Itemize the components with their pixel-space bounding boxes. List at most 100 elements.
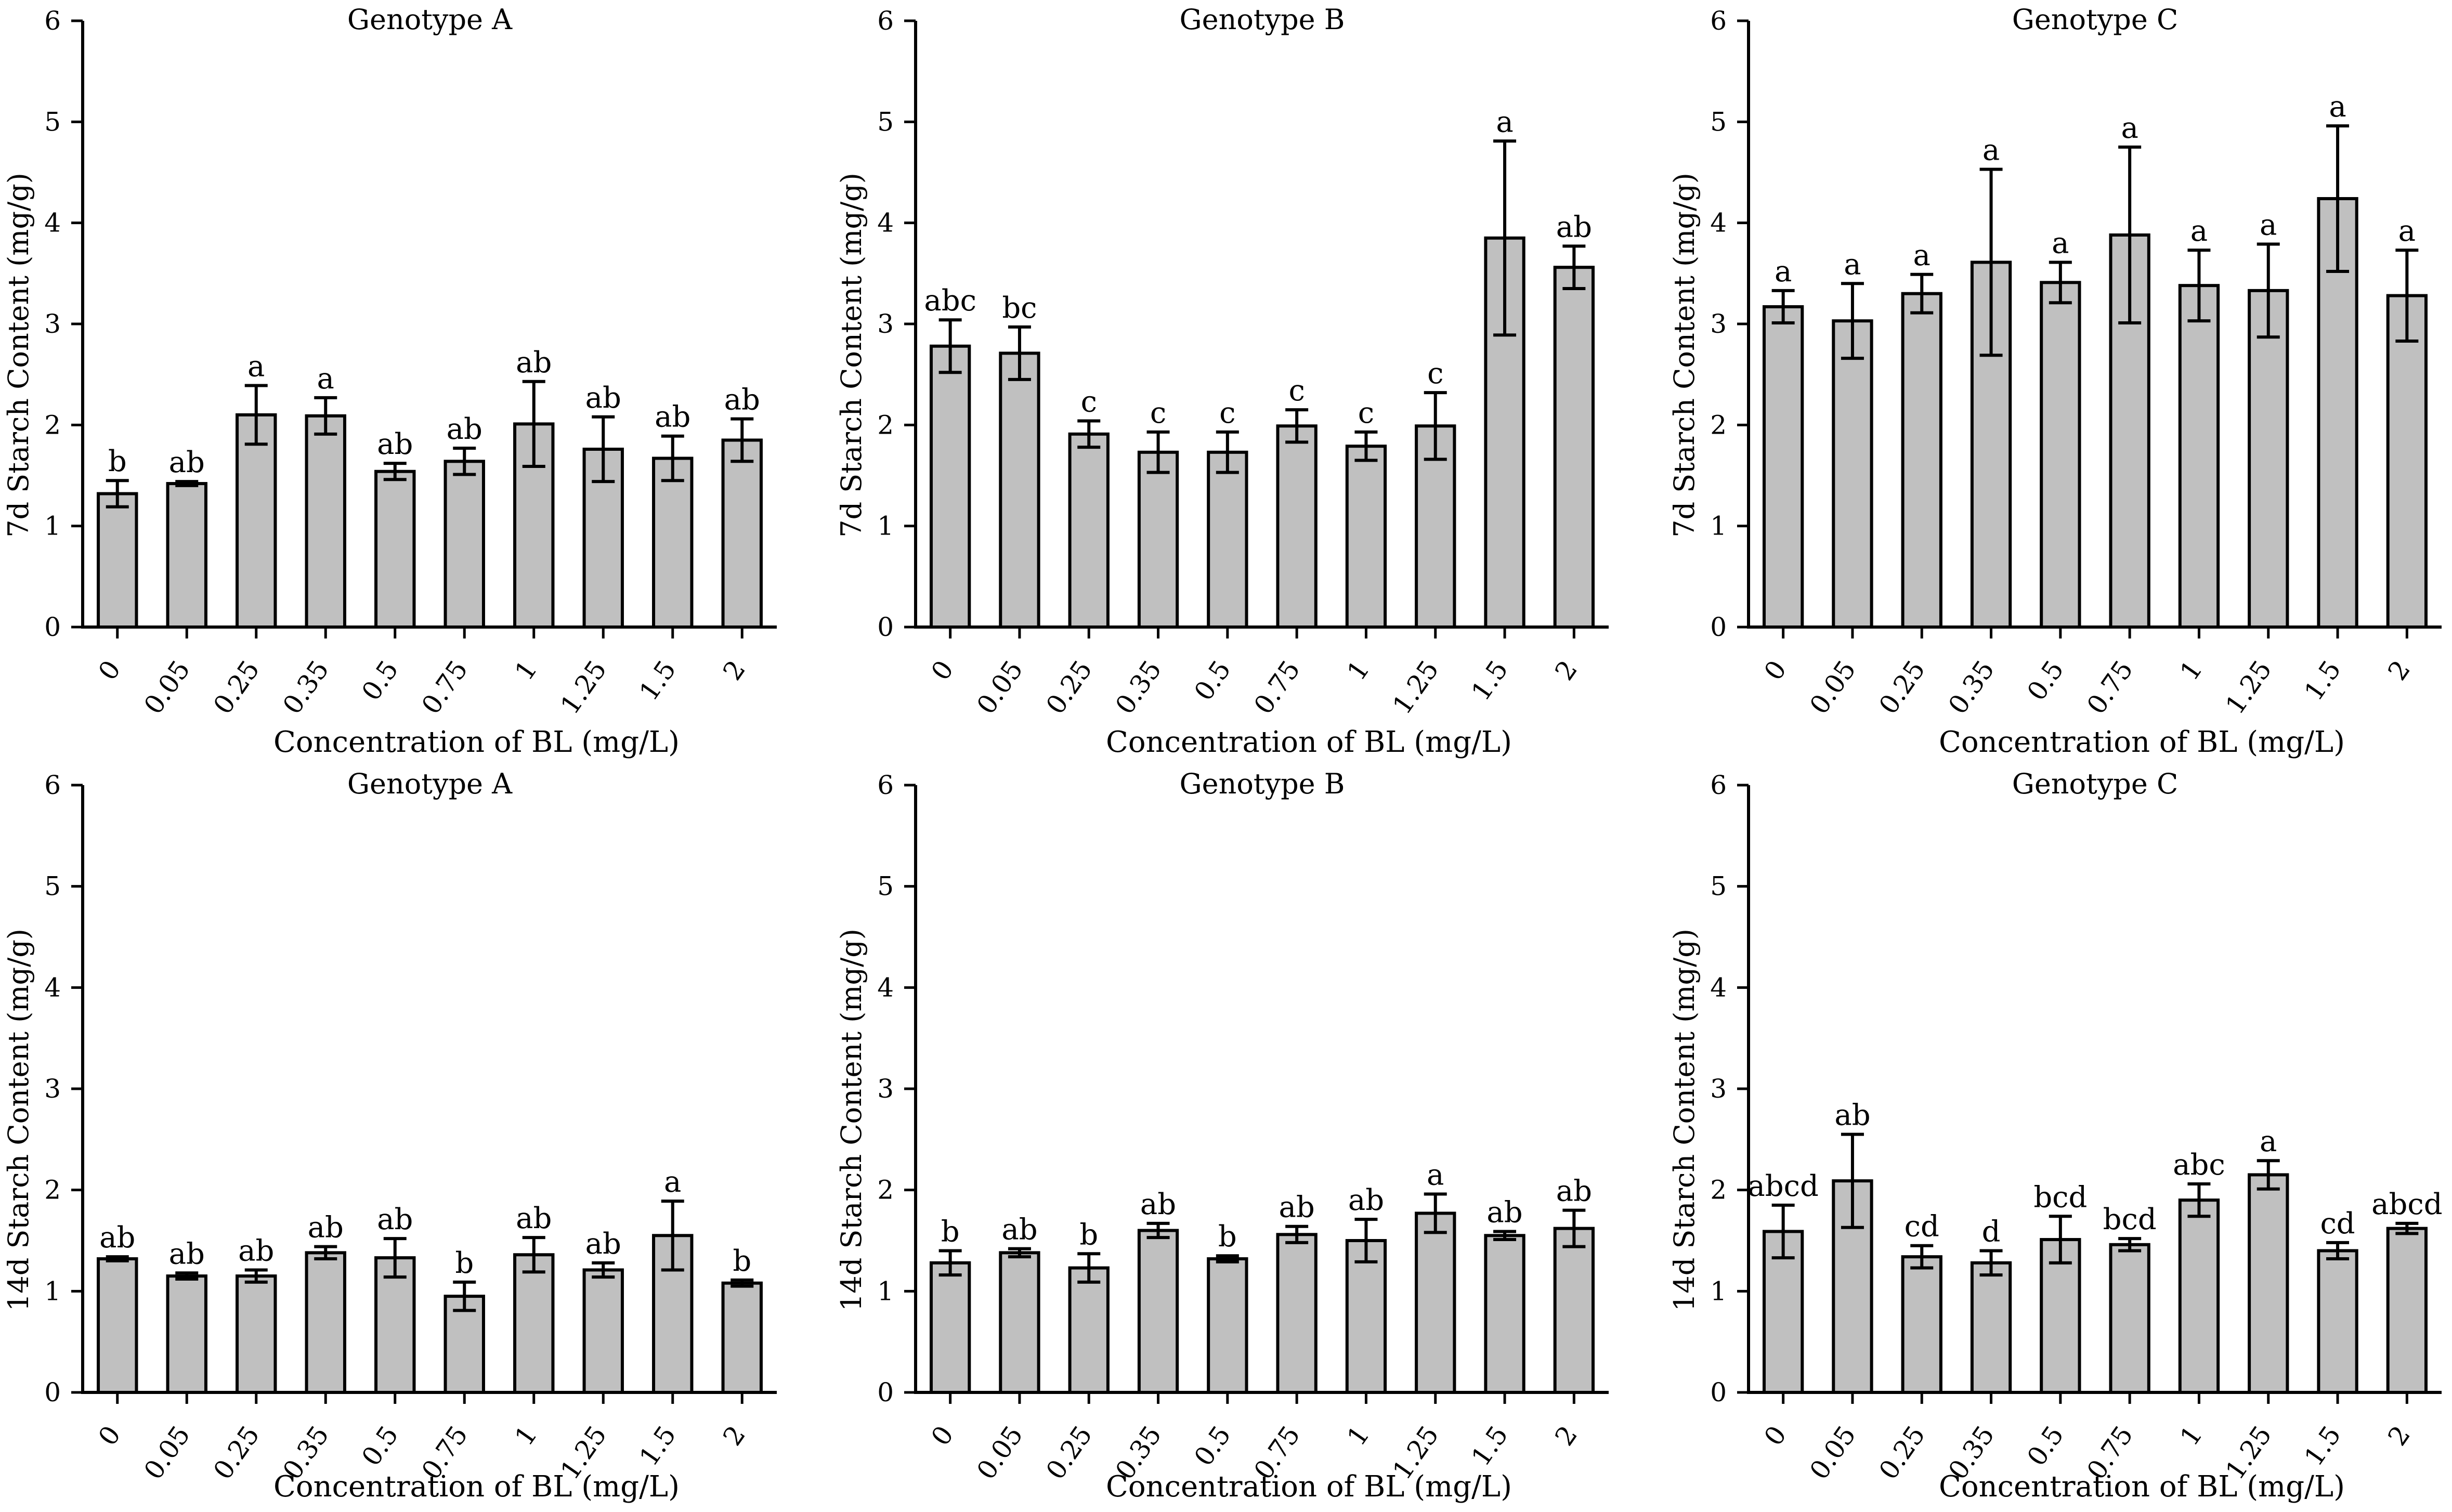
y-tick-label: 0 [44, 612, 61, 642]
y-tick-label: 3 [877, 1074, 894, 1104]
significance-label: a [247, 350, 265, 384]
y-tick-label: 4 [877, 208, 894, 238]
bar [166, 1274, 207, 1394]
x-tick-label: 1 [509, 655, 543, 686]
y-tick-label: 1 [1710, 1276, 1727, 1306]
x-tick-label: 1.5 [1466, 1420, 1514, 1471]
y-tick-label: 6 [44, 6, 61, 36]
x-tick-label: 1.5 [2299, 1420, 2347, 1471]
y-tick-label: 2 [877, 1175, 894, 1205]
significance-label: a [2260, 1125, 2277, 1158]
x-tick-label: 0.25 [1040, 655, 1098, 720]
significance-label: ab [169, 1237, 205, 1271]
bar [929, 1261, 971, 1394]
significance-label: ab [308, 1211, 344, 1245]
y-tick-label: 5 [877, 871, 894, 902]
y-tick-label: 4 [44, 208, 61, 238]
y-axis-label: 7d Starch Content (mg/g) [1668, 173, 1701, 538]
bar [374, 470, 416, 629]
bar [444, 460, 485, 629]
y-tick-label: 6 [44, 770, 61, 800]
x-tick-label: 1 [509, 1420, 543, 1451]
y-tick-label: 3 [44, 309, 61, 339]
significance-label: ab [99, 1221, 135, 1255]
significance-label: abc [2173, 1148, 2225, 1182]
significance-label: a [2329, 90, 2346, 124]
x-tick-label: 0 [93, 1420, 127, 1451]
y-tick-label: 1 [44, 1276, 61, 1306]
x-tick-label: 1.5 [2299, 655, 2347, 706]
panel-title: Genotype B [1180, 767, 1345, 800]
x-tick-label: 1 [1341, 1420, 1376, 1451]
significance-label: a [2052, 226, 2069, 260]
y-tick-label: 4 [1710, 972, 1727, 1002]
significance-label: ab [169, 446, 205, 479]
y-tick-label: 2 [1710, 1175, 1727, 1205]
panel-title: Genotype A [347, 767, 513, 800]
x-tick-label: 1.5 [1466, 655, 1514, 706]
y-tick-label: 0 [877, 1377, 894, 1407]
y-tick-label: 3 [1710, 1074, 1727, 1104]
bar [1207, 450, 1248, 629]
y-tick-label: 3 [1710, 309, 1727, 339]
x-tick-label: 0.05 [971, 655, 1028, 720]
x-tick-label: 0.5 [356, 1420, 404, 1471]
x-tick-label: 0.05 [1804, 1420, 1861, 1485]
significance-label: ab [238, 1234, 274, 1268]
x-tick-label: 2 [1549, 1420, 1583, 1451]
bar [166, 482, 207, 629]
significance-label: bcd [2033, 1180, 2087, 1214]
significance-label: ab [1556, 210, 1592, 244]
y-tick-label: 5 [44, 107, 61, 137]
x-tick-label: 2 [2382, 1420, 2416, 1451]
significance-label: ab [516, 346, 552, 380]
significance-label: cd [1905, 1210, 1939, 1244]
significance-label: a [2260, 208, 2277, 242]
x-tick-label: 0 [925, 655, 960, 686]
bar [97, 1257, 138, 1394]
significance-label: c [1081, 385, 1097, 419]
significance-label: c [1219, 396, 1235, 430]
x-tick-label: 0.5 [1189, 1420, 1237, 1471]
bar [1970, 1261, 2012, 1394]
bar [1415, 1211, 1456, 1394]
bar [2248, 1173, 2289, 1394]
bar [2386, 1227, 2428, 1394]
significance-label: ab [655, 400, 690, 434]
bar [236, 413, 277, 629]
bar [999, 351, 1040, 629]
panel-title: Genotype C [2012, 3, 2179, 36]
x-tick-label: 1.5 [633, 1420, 682, 1471]
y-tick-label: 5 [44, 871, 61, 902]
chart-panel-4: 0123456ab0ab0.05ab0.25ab0.35ab0.5b0.75ab… [2, 767, 777, 1504]
y-tick-label: 3 [44, 1074, 61, 1104]
significance-label: a [2398, 214, 2416, 248]
bar [929, 344, 971, 629]
x-tick-label: 1.5 [633, 655, 682, 706]
x-axis-label: Concentration of BL (mg/L) [273, 1470, 680, 1504]
x-tick-label: 0.25 [1873, 1420, 1931, 1485]
y-axis-label: 14d Starch Content (mg/g) [2, 929, 35, 1311]
x-tick-label: 0.5 [356, 655, 404, 706]
y-tick-label: 0 [1710, 612, 1727, 642]
panel-title: Genotype C [2012, 767, 2179, 800]
x-axis-label: Concentration of BL (mg/L) [1939, 1470, 2345, 1504]
bar [97, 492, 138, 629]
x-tick-label: 0.35 [1110, 655, 1167, 720]
x-axis-label: Concentration of BL (mg/L) [1106, 725, 1512, 759]
significance-label: a [1496, 105, 1513, 139]
bar [1276, 1233, 1318, 1394]
significance-label: ab [377, 1203, 413, 1236]
x-axis-label: Concentration of BL (mg/L) [273, 725, 680, 759]
significance-label: b [108, 445, 127, 478]
significance-label: bcd [2103, 1203, 2157, 1236]
bar [2178, 284, 2220, 629]
x-tick-label: 0.05 [138, 1420, 196, 1485]
significance-label: ab [1834, 1099, 1870, 1132]
y-tick-label: 0 [877, 612, 894, 642]
significance-label: a [1844, 247, 1861, 281]
x-axis-label: Concentration of BL (mg/L) [1939, 725, 2345, 759]
x-tick-label: 0.25 [207, 1420, 265, 1485]
significance-label: ab [377, 427, 413, 461]
